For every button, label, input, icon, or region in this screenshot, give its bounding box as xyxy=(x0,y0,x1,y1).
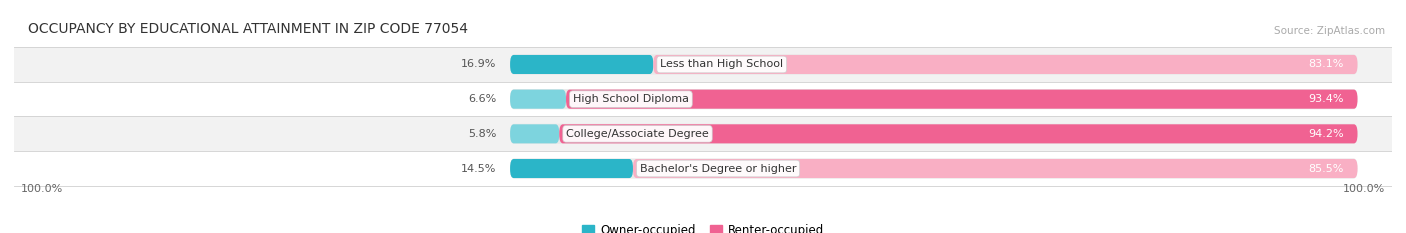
Text: 93.4%: 93.4% xyxy=(1308,94,1344,104)
FancyBboxPatch shape xyxy=(654,55,1358,74)
FancyBboxPatch shape xyxy=(510,159,633,178)
Text: 100.0%: 100.0% xyxy=(1343,184,1385,194)
Text: Bachelor's Degree or higher: Bachelor's Degree or higher xyxy=(640,164,796,174)
Bar xyxy=(14,47,1392,82)
FancyBboxPatch shape xyxy=(510,55,1358,75)
Text: 100.0%: 100.0% xyxy=(21,184,63,194)
FancyBboxPatch shape xyxy=(510,124,560,143)
Bar xyxy=(14,82,1392,116)
Bar xyxy=(14,151,1392,186)
FancyBboxPatch shape xyxy=(510,158,1358,178)
Text: High School Diploma: High School Diploma xyxy=(572,94,689,104)
FancyBboxPatch shape xyxy=(510,124,1358,144)
Text: 83.1%: 83.1% xyxy=(1309,59,1344,69)
FancyBboxPatch shape xyxy=(567,90,1358,109)
Text: 94.2%: 94.2% xyxy=(1308,129,1344,139)
Legend: Owner-occupied, Renter-occupied: Owner-occupied, Renter-occupied xyxy=(578,219,828,233)
Text: 6.6%: 6.6% xyxy=(468,94,496,104)
Text: Source: ZipAtlas.com: Source: ZipAtlas.com xyxy=(1274,26,1385,36)
Text: 16.9%: 16.9% xyxy=(461,59,496,69)
FancyBboxPatch shape xyxy=(560,124,1358,143)
Text: 5.8%: 5.8% xyxy=(468,129,496,139)
FancyBboxPatch shape xyxy=(510,90,567,109)
Text: 85.5%: 85.5% xyxy=(1309,164,1344,174)
Text: College/Associate Degree: College/Associate Degree xyxy=(567,129,709,139)
Text: Less than High School: Less than High School xyxy=(661,59,783,69)
Text: 14.5%: 14.5% xyxy=(461,164,496,174)
FancyBboxPatch shape xyxy=(510,89,1358,109)
FancyBboxPatch shape xyxy=(510,55,654,74)
FancyBboxPatch shape xyxy=(633,159,1358,178)
Text: OCCUPANCY BY EDUCATIONAL ATTAINMENT IN ZIP CODE 77054: OCCUPANCY BY EDUCATIONAL ATTAINMENT IN Z… xyxy=(28,22,468,36)
Bar xyxy=(14,116,1392,151)
